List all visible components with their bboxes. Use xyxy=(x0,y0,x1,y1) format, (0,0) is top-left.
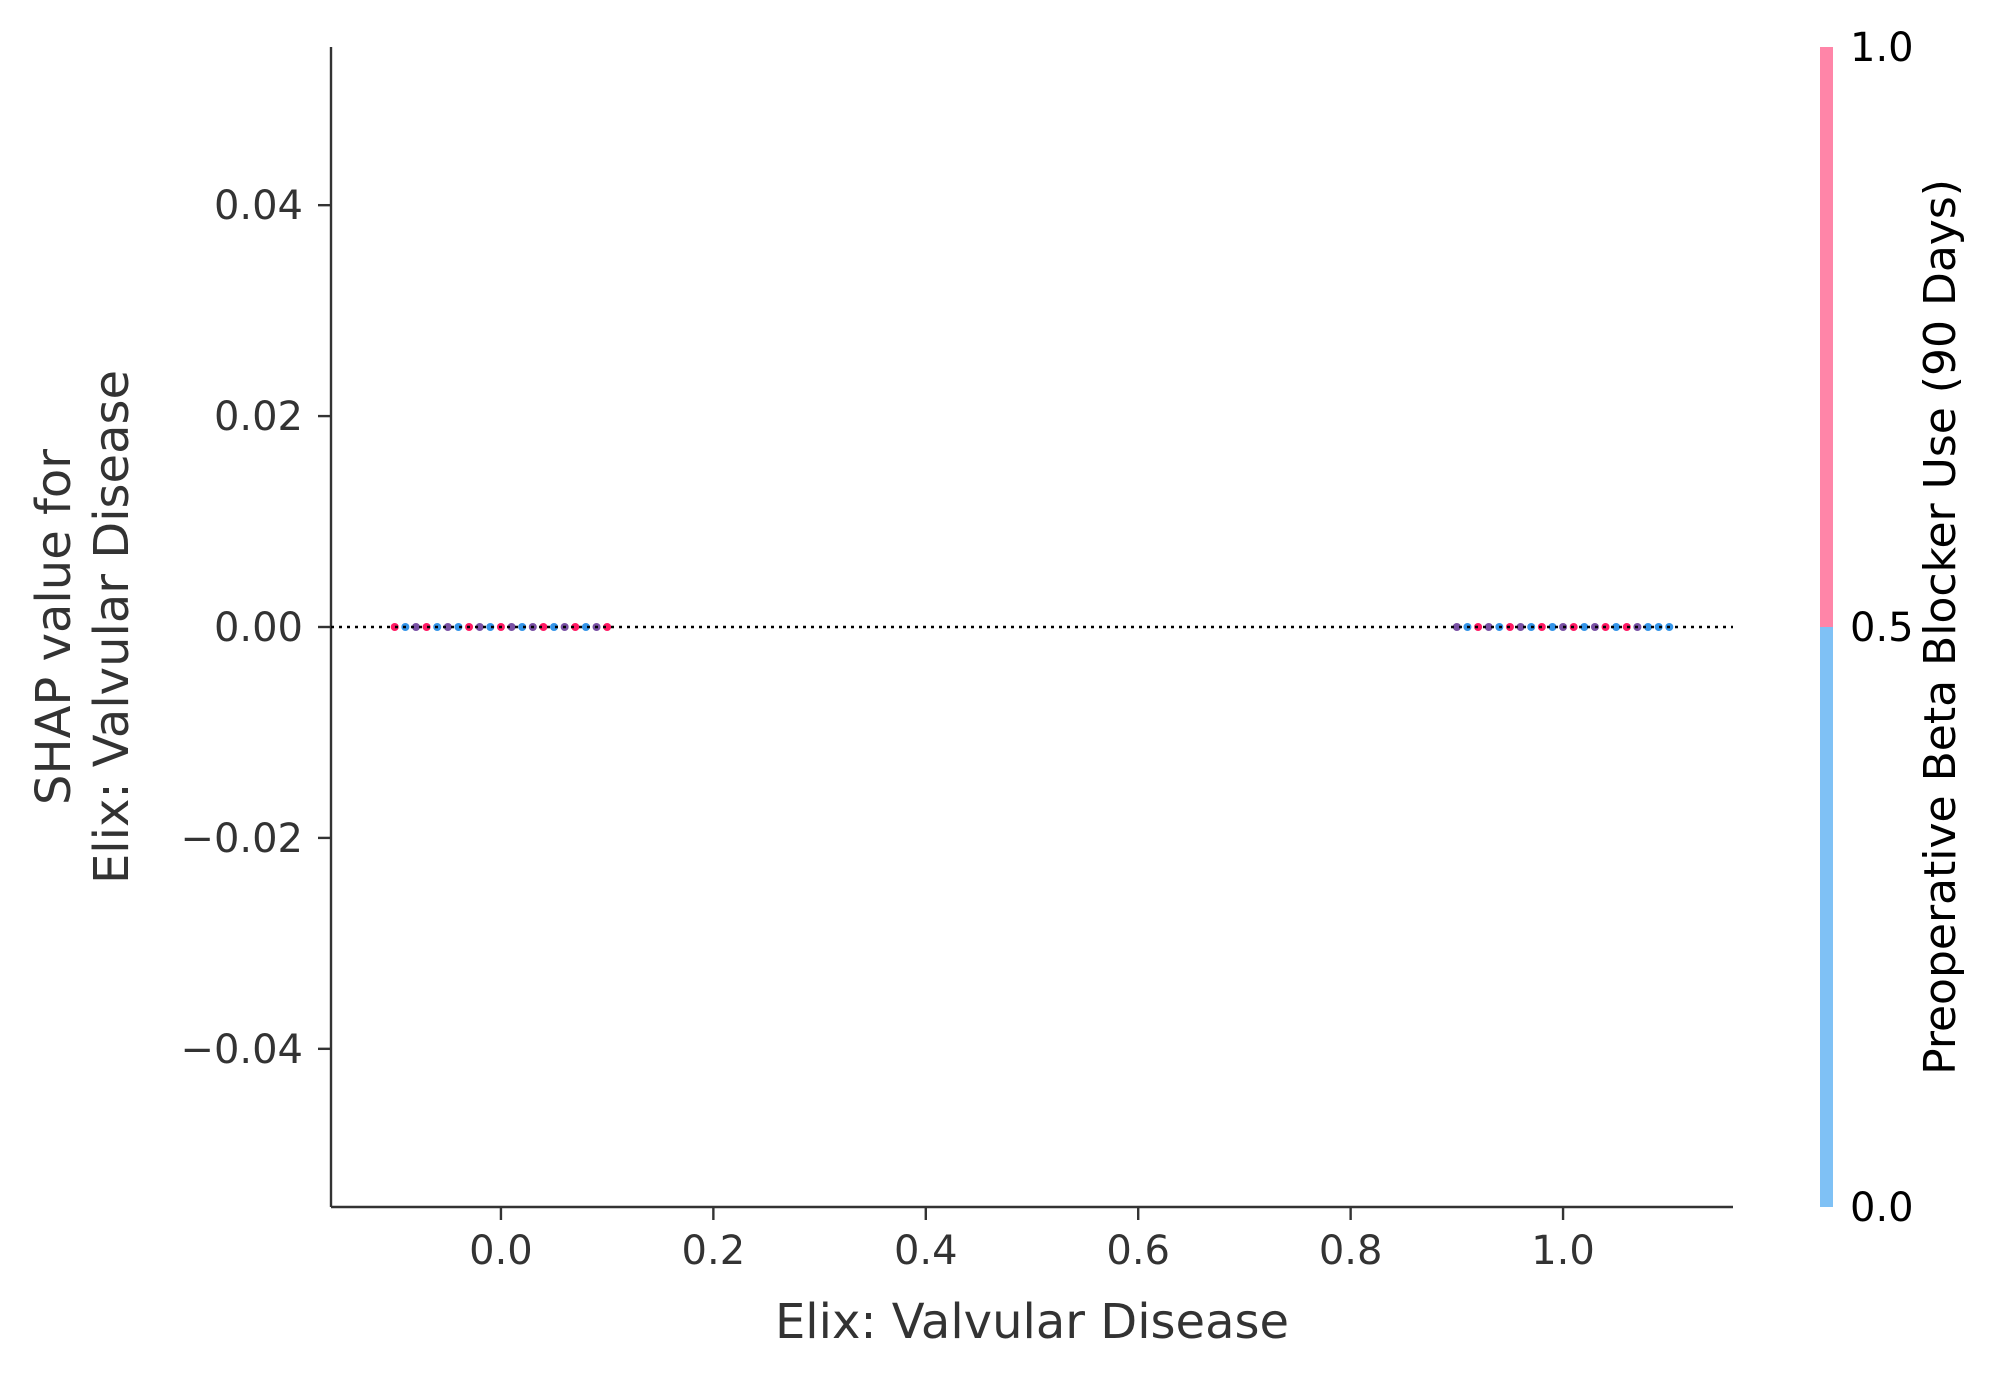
data-point xyxy=(486,623,495,631)
data-point xyxy=(581,623,590,631)
colorbar-low-segment xyxy=(1820,627,1833,1207)
y-tick-label: 0.04 xyxy=(214,183,303,229)
data-point xyxy=(1452,623,1461,631)
colorbar-high-segment xyxy=(1820,47,1833,627)
x-tick-label: 0.0 xyxy=(469,1228,533,1274)
data-point xyxy=(1612,623,1621,631)
data-point xyxy=(1590,623,1599,631)
data-point xyxy=(411,623,420,631)
data-point xyxy=(1516,623,1525,631)
data-point xyxy=(1644,623,1653,631)
data-point xyxy=(443,623,452,631)
data-point xyxy=(390,623,399,631)
colorbar-tick-label: 1.0 xyxy=(1850,25,1914,71)
x-tick-label: 0.2 xyxy=(682,1228,746,1274)
data-point xyxy=(1484,623,1493,631)
x-tick-label: 1.0 xyxy=(1531,1228,1595,1274)
data-point xyxy=(1474,623,1483,631)
data-point xyxy=(422,623,431,631)
data-point xyxy=(454,623,463,631)
data-point xyxy=(475,623,484,631)
y-axis-label-line1: SHAP value for xyxy=(26,449,82,805)
y-tick-label: 0.02 xyxy=(214,394,303,440)
data-point xyxy=(571,623,580,631)
x-axis-label: Elix: Valvular Disease xyxy=(775,1294,1289,1350)
colorbar-label: Preoperative Beta Blocker Use (90 Days) xyxy=(1915,179,1966,1075)
data-point xyxy=(603,623,612,631)
y-tick-label: −0.04 xyxy=(180,1027,303,1073)
data-point xyxy=(507,623,516,631)
y-tick-label: −0.02 xyxy=(180,816,303,862)
y-tick-label: 0.00 xyxy=(214,605,303,651)
x-tick-label: 0.6 xyxy=(1106,1228,1170,1274)
data-point xyxy=(1622,623,1631,631)
x-tick-label: 0.8 xyxy=(1319,1228,1383,1274)
x-tick-label: 0.4 xyxy=(894,1228,958,1274)
data-point xyxy=(1654,623,1663,631)
colorbar-tick-label: 0.5 xyxy=(1850,605,1914,651)
data-point xyxy=(1548,623,1557,631)
data-point xyxy=(550,623,559,631)
data-point xyxy=(539,623,548,631)
colorbar-tick-label: 0.0 xyxy=(1850,1185,1914,1231)
colorbar: 0.0 0.5 1.0 Preoperative Beta Blocker Use (… xyxy=(1820,25,1966,1231)
plot-area: 0.04 0.02 0.00 −0.02 −0.04 0.0 0.2 0.4 0.6 0.8 1.0… xyxy=(26,47,1733,1350)
data-point xyxy=(518,623,527,631)
data-point xyxy=(1580,623,1589,631)
y-axis-label-line2: Elix: Valvular Disease xyxy=(84,370,140,884)
